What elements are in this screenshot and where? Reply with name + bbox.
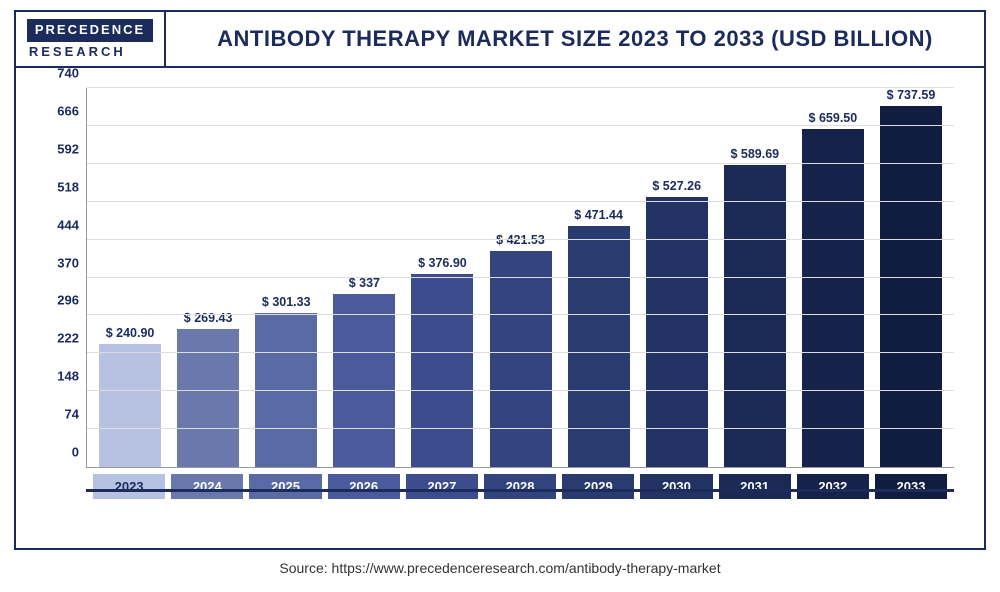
y-tick-label: 518 [37,179,79,194]
x-tick-label: 2023 [93,474,165,499]
gridline [87,201,954,202]
x-tick-label: 2032 [797,474,869,499]
y-tick-label: 592 [37,141,79,156]
y-tick-label: 740 [37,66,79,81]
gridline [87,239,954,240]
source-text: Source: https://www.precedenceresearch.c… [14,560,986,576]
y-tick-label: 296 [37,293,79,308]
x-tick-label: 2033 [875,474,947,499]
y-tick-label: 74 [37,407,79,422]
bar-2028: $ 421.53 [484,88,556,467]
bar [724,165,786,467]
bar [646,197,708,467]
x-tick-label: 2028 [484,474,556,499]
bar [880,106,942,467]
x-tick-label: 2029 [562,474,634,499]
logo-bottom: RESEARCH [27,44,153,59]
bar-2026: $ 337 [328,88,400,467]
chart-title: ANTIBODY THERAPY MARKET SIZE 2023 TO 203… [166,26,984,52]
bar [411,274,473,467]
logo-cell: PRECEDENCE RESEARCH [16,12,166,66]
x-tick-label: 2030 [640,474,712,499]
gridline [87,428,954,429]
bar-value-label: $ 737.59 [887,88,936,102]
gridline [87,352,954,353]
gridline [87,314,954,315]
header: PRECEDENCE RESEARCH ANTIBODY THERAPY MAR… [16,12,984,68]
gridline [87,87,954,88]
bar-2030: $ 527.26 [641,88,713,467]
bar-value-label: $ 240.90 [106,326,155,340]
bar-chart: $ 240.90 $ 269.43 $ 301.33 $ 337 $ 376.90 $ 4… [86,88,954,468]
bar-2024: $ 269.43 [172,88,244,467]
y-tick-label: 666 [37,103,79,118]
bar-2027: $ 376.90 [406,88,478,467]
y-tick-label: 222 [37,331,79,346]
bar [490,251,552,467]
y-tick-label: 148 [37,369,79,384]
report-frame: PRECEDENCE RESEARCH ANTIBODY THERAPY MAR… [14,10,986,550]
bar-value-label: $ 527.26 [652,179,701,193]
bar-2023: $ 240.90 [94,88,166,467]
x-tick-label: 2026 [328,474,400,499]
bar-2029: $ 471.44 [563,88,635,467]
x-tick-label: 2027 [406,474,478,499]
y-tick-label: 0 [37,445,79,460]
y-tick-label: 444 [37,217,79,232]
bar [99,344,161,467]
bar-value-label: $ 471.44 [574,208,623,222]
chart-area: $ 240.90 $ 269.43 $ 301.33 $ 337 $ 376.90 $ 4… [16,68,984,546]
bar-2025: $ 301.33 [250,88,322,467]
bar-value-label: $ 659.50 [809,111,858,125]
bar [802,129,864,467]
bar-value-label: $ 337 [349,276,380,290]
bar [568,226,630,467]
x-tick-label: 2025 [249,474,321,499]
gridline [87,125,954,126]
bars-container: $ 240.90 $ 269.43 $ 301.33 $ 337 $ 376.90 $ 4… [87,88,954,467]
bar-value-label: $ 301.33 [262,295,311,309]
bar-value-label: $ 269.43 [184,311,233,325]
gridline [87,163,954,164]
logo: PRECEDENCE RESEARCH [27,19,153,58]
bar [177,329,239,467]
logo-top: PRECEDENCE [27,19,153,41]
bar-2032: $ 659.50 [797,88,869,467]
gridline [87,390,954,391]
bar-2031: $ 589.69 [719,88,791,467]
x-axis: 202320242025 20262027202820292030 20312032… [86,468,954,499]
y-tick-label: 370 [37,255,79,270]
x-tick-label: 2031 [719,474,791,499]
x-tick-label: 2024 [171,474,243,499]
bar-value-label: $ 376.90 [418,256,467,270]
gridline [87,277,954,278]
bar-value-label: $ 589.69 [730,147,779,161]
bar [333,294,395,467]
axis-underline [86,489,954,492]
bar-2033: $ 737.59 [875,88,947,467]
bar-value-label: $ 421.53 [496,233,545,247]
